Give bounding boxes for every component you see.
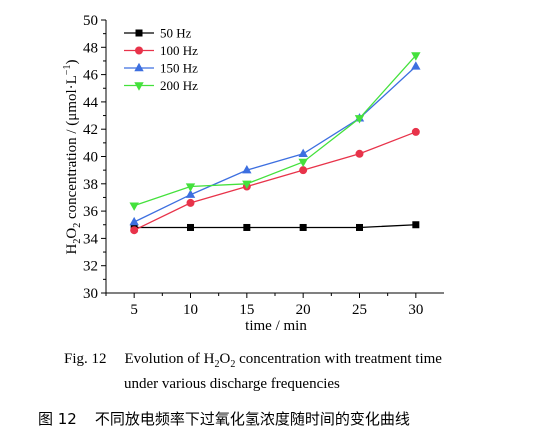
- y-tick-label: 46: [83, 68, 99, 84]
- series-line: [134, 224, 416, 229]
- legend-marker: [135, 29, 143, 37]
- series-1: [130, 127, 420, 235]
- caption-figure-number: Fig. 12: [64, 351, 107, 367]
- x-tick-label: 20: [296, 302, 311, 318]
- data-point: [412, 221, 420, 229]
- data-point: [298, 148, 308, 157]
- y-tick-label: 44: [83, 95, 99, 111]
- legend: 50 Hz 100 Hz 150 Hz 200 Hz: [124, 26, 198, 93]
- data-point: [242, 180, 252, 189]
- x-tick-label: 30: [408, 302, 423, 318]
- legend-entry-0: 50 Hz: [124, 26, 192, 41]
- y-tick-label: 40: [83, 150, 98, 166]
- caption-english-line-2: under various discharge frequencies: [124, 376, 340, 392]
- data-point: [411, 127, 420, 136]
- y-tick-label: 36: [83, 204, 99, 220]
- y-axis-title: H2O2 concentration / (μmol·L−1): [62, 60, 83, 255]
- caption-chinese: 图 12 不同放电频率下过氧化氢浓度随时间的变化曲线: [38, 408, 518, 429]
- data-point: [186, 198, 195, 207]
- y-tick-label: 30: [83, 286, 98, 302]
- legend-entry-2: 150 Hz: [124, 61, 198, 76]
- series-line: [133, 55, 417, 207]
- legend-entry-1: 100 Hz: [124, 43, 198, 58]
- caption-zh-figure-number: 图 12: [38, 410, 77, 428]
- series-layer: [129, 52, 421, 235]
- y-tick-label: 48: [83, 40, 98, 56]
- y-tick-label: 42: [83, 122, 98, 138]
- legend-entry-3: 200 Hz: [124, 78, 198, 93]
- x-tick-label: 25: [352, 302, 367, 318]
- legend-marker: [134, 82, 144, 91]
- series-3: [129, 52, 421, 211]
- series-0: [130, 221, 420, 231]
- data-point: [411, 52, 421, 61]
- legend-label: 150 Hz: [160, 61, 198, 76]
- data-point: [356, 223, 363, 231]
- data-point: [242, 164, 252, 174]
- y-tick-label: 38: [83, 177, 98, 193]
- x-tick-label: 5: [130, 302, 138, 318]
- data-point: [130, 226, 139, 235]
- x-tick-label: 10: [183, 302, 198, 318]
- series-line: [133, 65, 417, 223]
- legend-marker: [135, 46, 143, 55]
- y-tick-label: 32: [83, 259, 98, 275]
- legend-label: 50 Hz: [160, 26, 192, 41]
- x-tick-label: 15: [239, 302, 254, 318]
- caption-english-text-a: Evolution of H: [124, 351, 215, 367]
- data-point: [299, 223, 307, 231]
- axes: 30 32 34 36 38 40 42 44 46 48 50 5 10 15 20 25 30: [83, 13, 444, 318]
- series-line: [133, 131, 417, 231]
- caption-zh-text: 不同放电频率下过氧化氢浓度随时间的变化曲线: [94, 410, 410, 428]
- data-point: [299, 166, 308, 175]
- data-point: [129, 202, 139, 211]
- data-point: [185, 183, 196, 192]
- data-point: [298, 158, 308, 168]
- data-point: [129, 216, 139, 226]
- y-tick-label: 34: [83, 231, 99, 247]
- y-tick-label: 50: [83, 13, 98, 29]
- legend-label: 100 Hz: [160, 43, 198, 58]
- data-point: [354, 115, 365, 124]
- legend-marker: [134, 62, 144, 72]
- legend-label: 200 Hz: [160, 78, 198, 93]
- data-point: [187, 223, 194, 231]
- data-point: [185, 189, 196, 198]
- data-point: [243, 223, 251, 231]
- data-point: [411, 61, 421, 70]
- x-axis-title: time / min: [245, 318, 307, 334]
- caption-english-line-1: Fig. 12 Evolution of H2O2 concentration w…: [64, 351, 442, 370]
- line-chart: 30 32 34 36 38 40 42 44 46 48 50 5 10 15 20 25 30 50 Hz 1…: [62, 13, 444, 334]
- data-point: [355, 149, 364, 158]
